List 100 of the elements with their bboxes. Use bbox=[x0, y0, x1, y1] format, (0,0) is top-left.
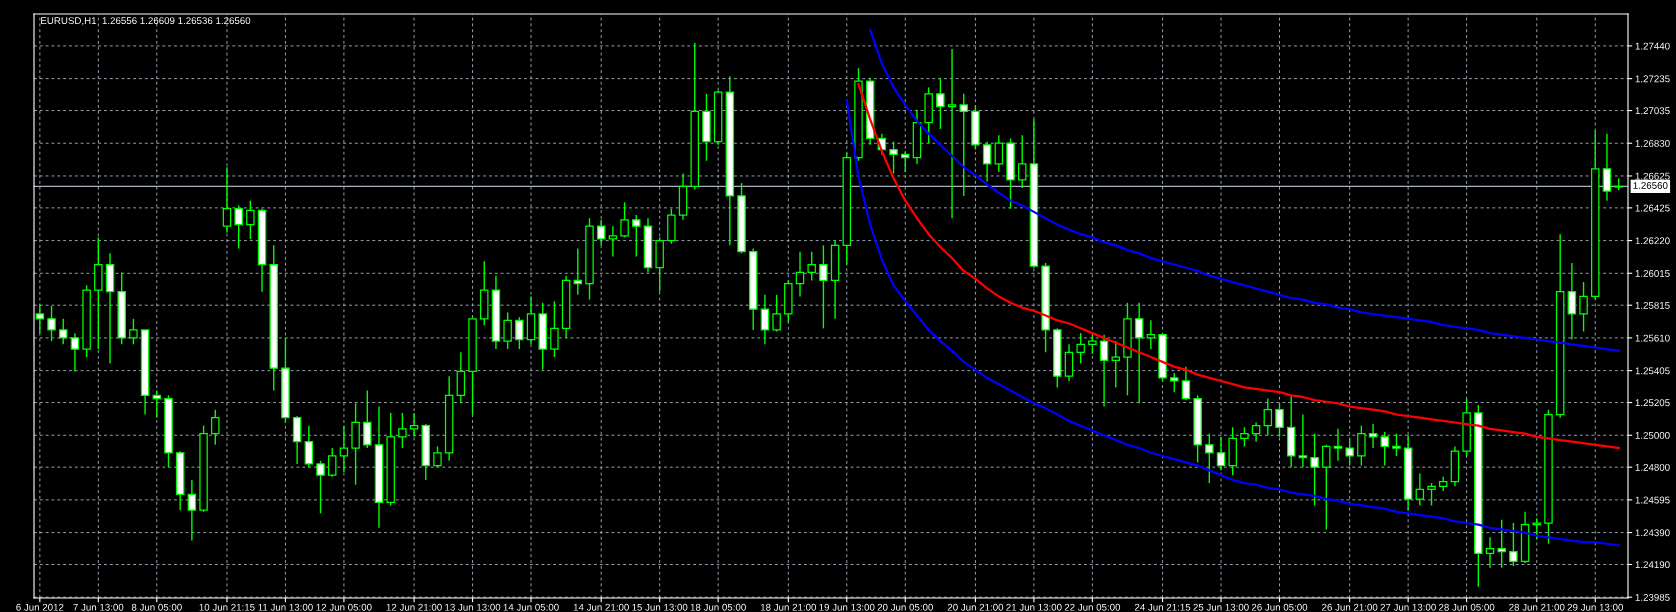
y-tick-label: 1.24800 bbox=[1635, 463, 1670, 471]
y-tick-label: 1.26425 bbox=[1635, 204, 1670, 212]
candlestick bbox=[1017, 134, 1027, 189]
y-tick-label: 1.26625 bbox=[1635, 172, 1670, 180]
candlestick bbox=[1205, 432, 1214, 484]
y-tick-label: 1.25405 bbox=[1635, 367, 1670, 375]
y-tick-label: 1.24390 bbox=[1635, 529, 1670, 537]
candlestick bbox=[1216, 436, 1226, 472]
candlestick bbox=[936, 77, 945, 130]
x-tick-label: 8 Jun 05:00 bbox=[131, 603, 182, 611]
x-tick-label: 11 Jun 13:00 bbox=[258, 603, 313, 611]
x-tick-label: 18 Jun 05:00 bbox=[690, 603, 746, 611]
candlestick bbox=[901, 150, 910, 173]
candlestick bbox=[1497, 519, 1506, 569]
candlestick bbox=[1427, 482, 1436, 507]
y-tick-label: 1.25610 bbox=[1635, 334, 1670, 342]
y-tick-label: 1.24595 bbox=[1635, 496, 1670, 504]
candlestick bbox=[889, 140, 898, 175]
candlestick bbox=[339, 424, 349, 473]
y-tick-label: 1.27235 bbox=[1635, 75, 1670, 83]
candlestick bbox=[1392, 432, 1401, 457]
candlestick bbox=[363, 389, 372, 449]
candlestick bbox=[1602, 132, 1612, 202]
candlestick bbox=[456, 351, 466, 405]
candlestick bbox=[409, 412, 419, 438]
candlestick bbox=[1345, 437, 1354, 467]
x-tick-label: 22 Jun 05:00 bbox=[1064, 603, 1121, 611]
x-tick-label: 12 Jun 21:00 bbox=[386, 603, 442, 611]
candlestick bbox=[398, 412, 407, 449]
candlestick bbox=[327, 447, 337, 478]
candlestick bbox=[1088, 334, 1097, 355]
candlestick bbox=[1333, 428, 1343, 462]
candlestick bbox=[1298, 413, 1308, 468]
chart-title: EURUSD,H1 1.26556 1.26609 1.26536 1.26560 bbox=[41, 17, 251, 26]
x-tick-label: 14 Jun 05:00 bbox=[503, 603, 559, 611]
x-tick-label: 15 Jun 13:00 bbox=[632, 603, 688, 611]
candlestick bbox=[608, 225, 618, 258]
candlestick bbox=[1263, 397, 1273, 436]
x-tick-label: 21 Jun 13:00 bbox=[1006, 603, 1062, 611]
candlestick bbox=[620, 201, 629, 239]
candlestick bbox=[1064, 343, 1074, 382]
candlestick bbox=[819, 244, 828, 330]
line-series bbox=[857, 83, 1620, 450]
candlestick bbox=[550, 300, 559, 358]
x-tick-label: 13 Jun 13:00 bbox=[445, 603, 501, 611]
candlestick bbox=[947, 48, 957, 219]
candlestick bbox=[433, 445, 442, 468]
x-tick-label: 25 Jun 13:00 bbox=[1193, 603, 1249, 611]
candlestick bbox=[234, 204, 243, 250]
candlestick bbox=[1169, 372, 1179, 393]
candlestick bbox=[760, 294, 770, 345]
candlestick bbox=[47, 305, 56, 342]
candlestick bbox=[1415, 472, 1425, 507]
candlestick bbox=[1076, 332, 1085, 365]
x-tick-label: 27 Jun 13:00 bbox=[1380, 603, 1436, 611]
candlestick bbox=[1251, 421, 1261, 443]
candlestick bbox=[70, 332, 80, 373]
x-tick-label: 20 Jun 05:00 bbox=[877, 603, 933, 611]
candlestick bbox=[246, 199, 255, 240]
candlestick bbox=[807, 251, 816, 282]
x-tick-label: 26 Jun 05:00 bbox=[1251, 603, 1308, 611]
candlestick bbox=[129, 318, 138, 345]
candlestick bbox=[1275, 402, 1284, 438]
candlestick bbox=[632, 214, 641, 258]
y-tick-label: 1.23985 bbox=[1635, 593, 1670, 601]
candlestick bbox=[1322, 444, 1331, 531]
candlestick bbox=[1485, 536, 1495, 569]
candlestick bbox=[503, 311, 512, 350]
x-tick-label: 20 Jun 21:00 bbox=[947, 603, 1004, 611]
candlestick bbox=[316, 460, 325, 515]
candlestick bbox=[1509, 522, 1518, 567]
candlestick bbox=[1181, 365, 1191, 401]
candlestick bbox=[1532, 517, 1542, 540]
candlestick bbox=[292, 415, 302, 465]
candlestick bbox=[982, 140, 992, 183]
candlestick bbox=[515, 316, 524, 350]
line-series bbox=[845, 99, 1620, 547]
candlestick bbox=[58, 318, 68, 345]
candlestick bbox=[1240, 426, 1249, 448]
x-tick-label: 12 Jun 05:00 bbox=[316, 603, 372, 611]
candlestick bbox=[1380, 431, 1389, 467]
x-tick-label: 7 Jun 13:00 bbox=[73, 603, 124, 611]
candlestick bbox=[1134, 302, 1144, 405]
ref-line-label: 1.26560 bbox=[1633, 182, 1668, 189]
y-tick-label: 1.25000 bbox=[1635, 431, 1670, 439]
y-tick-label: 1.25205 bbox=[1635, 399, 1670, 407]
x-tick-label: 18 Jun 21:00 bbox=[760, 603, 817, 611]
y-tick-label: 1.25815 bbox=[1635, 301, 1670, 309]
y-tick-label: 1.24190 bbox=[1635, 561, 1670, 569]
candlestick bbox=[304, 424, 314, 468]
candlestick bbox=[1579, 281, 1588, 333]
candlestick bbox=[1146, 319, 1156, 350]
candlestick bbox=[1099, 334, 1109, 408]
candlestick bbox=[1310, 432, 1319, 507]
y-tick-label: 1.27035 bbox=[1635, 107, 1670, 115]
line-series bbox=[869, 28, 1620, 352]
candlestick bbox=[211, 409, 220, 446]
x-tick-label: 28 Jun 05:00 bbox=[1438, 603, 1495, 611]
y-tick-label: 1.26830 bbox=[1635, 139, 1670, 147]
candlestick bbox=[596, 219, 606, 247]
